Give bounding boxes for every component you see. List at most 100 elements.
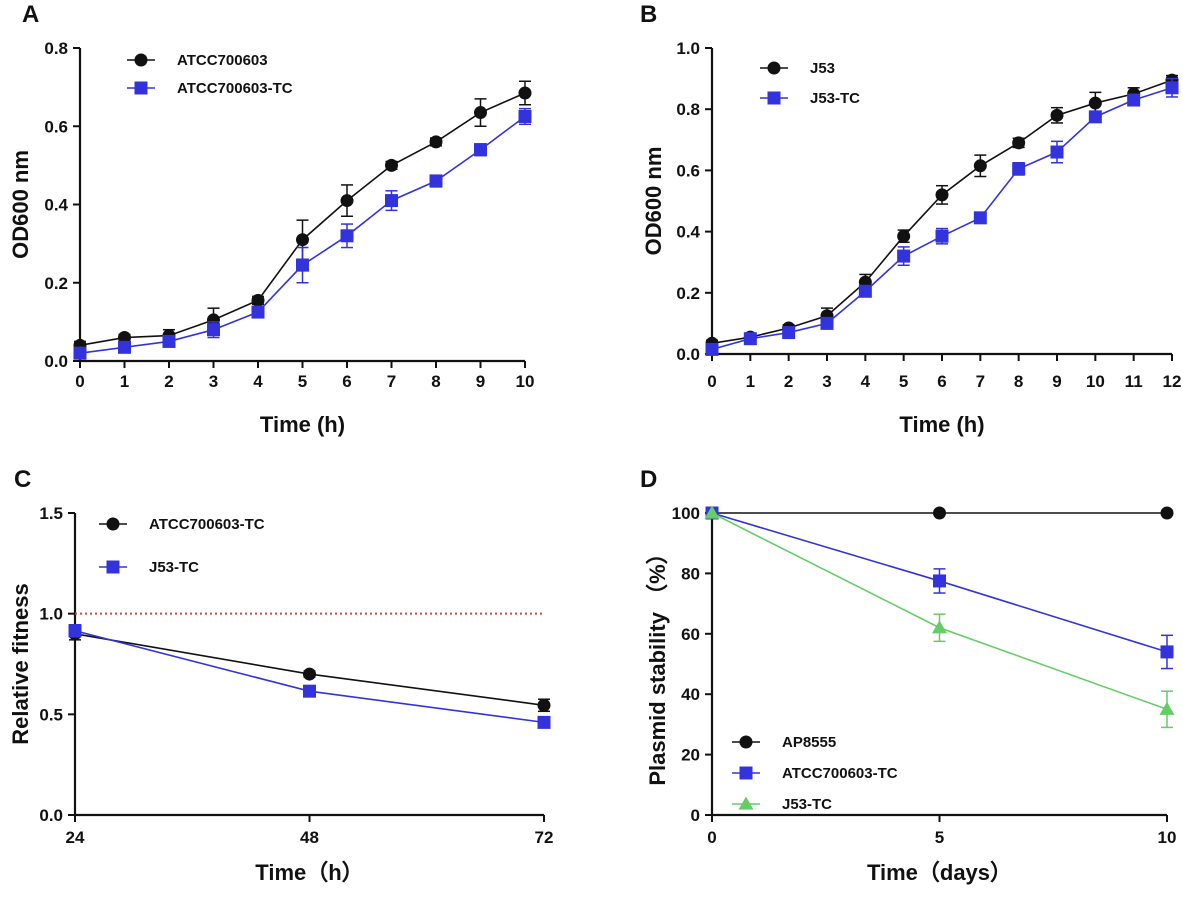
data-point: [932, 620, 947, 634]
series-atcc700603-tc: [68, 627, 551, 713]
y-axis-title: Plasmid stability （%）: [645, 542, 670, 785]
panel-a: A 0.0 0.2 0.4 0.6 0.8 0 1 2 3 4 5 6 7 8 9 10 Time (h) OD60…: [8, 1, 535, 437]
x-axis-title: Time（days）: [867, 860, 1012, 885]
panel-c: C 0.0 0.5 1.0 1.5 24 48 72 Time（h） Relative fitne…: [8, 466, 554, 885]
data-point: [474, 143, 487, 157]
x-tick-label: 72: [535, 828, 554, 847]
x-tick-label: 7: [976, 372, 985, 391]
data-point: [858, 284, 872, 298]
data-point: [1160, 506, 1174, 520]
legend-marker: [739, 766, 753, 780]
y-tick-label: 20: [681, 746, 700, 765]
data-point: [118, 340, 131, 354]
x-axis-title: Time (h): [899, 412, 984, 437]
y-tick-label: 0.4: [44, 196, 68, 215]
y-tick-label: 0: [691, 806, 700, 825]
series-atcc700603-tc: [73, 107, 532, 360]
data-point: [340, 194, 354, 208]
panel-letter: D: [640, 466, 657, 493]
y-tick-label: 1.0: [676, 39, 700, 58]
data-point: [303, 667, 316, 681]
y-tick-label: 0.6: [44, 117, 68, 136]
data-point: [897, 229, 911, 243]
x-axis-title: Time（h）: [255, 860, 363, 885]
legend-label: J53-TC: [810, 90, 860, 107]
x-tick-label: 24: [66, 828, 85, 847]
data-point: [429, 135, 443, 149]
data-point: [973, 159, 987, 173]
x-tick-label: 4: [253, 372, 263, 391]
y-tick-label: 0.2: [676, 284, 700, 303]
legend-marker: [767, 91, 781, 105]
y-tick-label: 0.0: [39, 806, 63, 825]
legend-label: AP8555: [782, 734, 836, 751]
x-tick-label: 3: [209, 372, 218, 391]
legend-marker: [134, 53, 148, 67]
data-point: [518, 109, 532, 123]
y-tick-label: 40: [681, 685, 700, 704]
data-point: [296, 258, 309, 272]
data-point: [935, 188, 949, 202]
data-point: [385, 158, 398, 172]
legend-marker: [739, 735, 753, 749]
x-tick-label: 9: [1052, 372, 1061, 391]
data-point: [1050, 108, 1064, 122]
data-point: [933, 506, 946, 520]
data-point: [251, 293, 265, 307]
x-tick-label: 1: [120, 372, 129, 391]
legend-marker: [738, 796, 754, 810]
data-point: [118, 331, 131, 345]
series-j53-tc: [704, 505, 1175, 729]
legend-label: ATCC700603-TC: [782, 765, 898, 782]
y-axis-title: OD600 nm: [8, 150, 33, 259]
legend-label: ATCC700603-TC: [149, 516, 265, 533]
data-point: [303, 684, 316, 698]
x-tick-label: 0: [707, 828, 716, 847]
data-point: [1127, 93, 1141, 107]
x-tick-label: 1: [746, 372, 755, 391]
data-point: [935, 229, 949, 243]
series-j53-tc: [68, 623, 551, 729]
y-tick-label: 80: [681, 564, 700, 583]
data-point: [73, 346, 87, 360]
x-tick-label: 8: [1014, 372, 1023, 391]
legend-marker: [106, 560, 120, 574]
x-tick-label: 6: [342, 372, 351, 391]
series-line: [711, 79, 1173, 345]
data-point: [820, 316, 834, 330]
x-axis-title: Time (h): [260, 412, 345, 437]
x-tick-label: 2: [784, 372, 793, 391]
data-point: [705, 342, 719, 356]
y-tick-label: 60: [681, 625, 700, 644]
legend-marker: [134, 81, 148, 95]
y-tick-label: 0.8: [44, 39, 68, 58]
data-point: [704, 505, 720, 519]
y-axis-title: Relative fitness: [8, 583, 33, 744]
x-tick-label: 10: [1086, 372, 1105, 391]
data-point: [1012, 136, 1026, 150]
data-point: [429, 174, 443, 188]
x-tick-label: 0: [75, 372, 84, 391]
data-point: [897, 249, 911, 263]
x-tick-label: 6: [937, 372, 946, 391]
legend-label: ATCC700603-TC: [177, 80, 293, 97]
x-tick-label: 5: [899, 372, 908, 391]
data-point: [340, 229, 354, 243]
y-tick-label: 0.8: [676, 100, 700, 119]
data-point: [537, 715, 551, 729]
x-tick-label: 12: [1163, 372, 1182, 391]
x-tick-label: 7: [387, 372, 396, 391]
x-tick-label: 5: [298, 372, 307, 391]
data-point: [207, 323, 220, 337]
y-tick-label: 0.6: [676, 161, 700, 180]
x-tick-label: 8: [431, 372, 440, 391]
y-tick-label: 0.0: [676, 345, 700, 364]
data-point: [933, 574, 946, 588]
data-point: [1088, 110, 1102, 124]
y-tick-label: 1.0: [39, 605, 63, 624]
y-tick-label: 0.4: [676, 223, 700, 242]
legend-marker: [106, 517, 120, 531]
data-point: [296, 233, 309, 247]
legend-label: J53-TC: [149, 559, 199, 576]
